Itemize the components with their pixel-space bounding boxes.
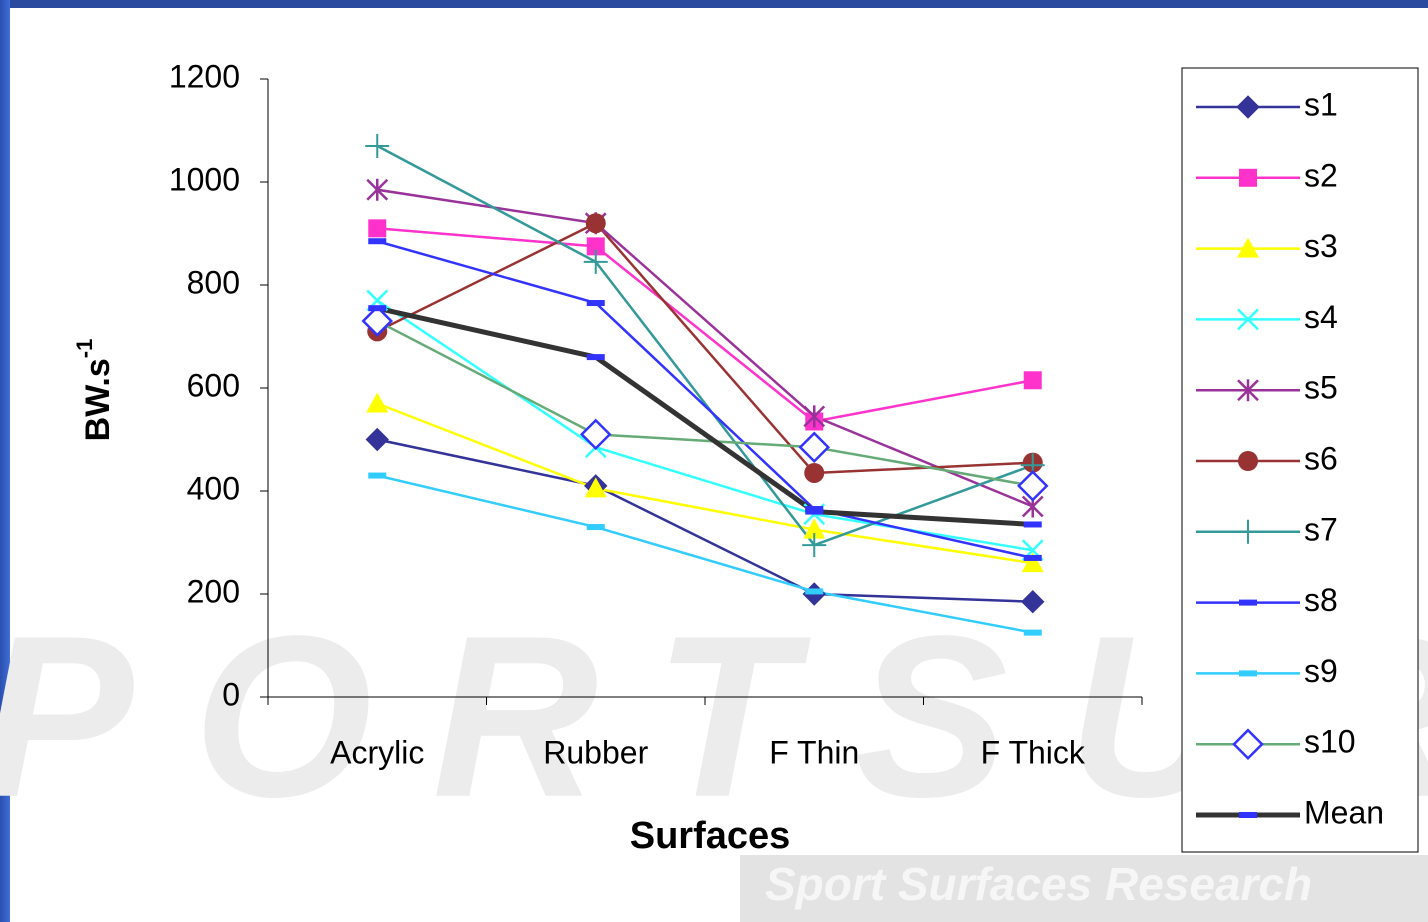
- data-point: [586, 237, 605, 256]
- series-line: [376, 438, 1033, 603]
- legend-label: s8: [1304, 582, 1338, 618]
- data-point: [1023, 371, 1042, 390]
- data-point: [798, 431, 831, 463]
- y-tick-label: 0: [222, 676, 240, 712]
- data-point: [579, 418, 612, 451]
- y-tick-label: 200: [187, 573, 240, 609]
- data-point: [366, 392, 389, 413]
- series-line: [376, 319, 1033, 488]
- data-point: [1021, 552, 1044, 573]
- legend-marker: [1237, 308, 1259, 331]
- data-point: [368, 305, 387, 312]
- legend-label: s9: [1304, 653, 1338, 689]
- x-tick-label: Rubber: [543, 734, 648, 770]
- data-point: [803, 405, 826, 428]
- data-point: [366, 178, 389, 201]
- data-point: [365, 427, 389, 452]
- legend-label: s4: [1304, 299, 1338, 335]
- x-axis-label: Surfaces: [630, 815, 791, 857]
- legend-label: s6: [1304, 440, 1338, 476]
- series-line: [376, 402, 1033, 565]
- y-tick-label: 600: [187, 367, 240, 403]
- legend-marker: [1237, 237, 1259, 258]
- legend-label: s3: [1304, 228, 1338, 264]
- legend-marker: [1239, 812, 1257, 818]
- data-point: [584, 477, 607, 498]
- legend-marker: [1236, 519, 1260, 544]
- data-point: [361, 305, 394, 337]
- y-axis-label: BW.s-1: [72, 339, 117, 442]
- data-point: [368, 472, 387, 479]
- data-point: [1023, 521, 1042, 528]
- watermark-subtitle: Sport Surfaces Research: [765, 858, 1312, 910]
- left-band: [0, 0, 10, 922]
- legend-label: s7: [1304, 511, 1338, 547]
- x-tick-label: F Thin: [769, 734, 859, 770]
- y-tick-label: 400: [187, 470, 240, 506]
- data-point: [586, 300, 605, 307]
- y-tick-label: 1000: [169, 161, 240, 197]
- legend-label: s1: [1304, 86, 1338, 122]
- data-point: [1023, 629, 1042, 636]
- legend-marker: [1236, 95, 1260, 119]
- x-tick-label: F Thick: [981, 734, 1086, 770]
- series-line: [376, 144, 1034, 547]
- data-point: [365, 133, 390, 158]
- data-point: [368, 219, 387, 238]
- plot: 0 200 400 600 800 1000 1200 Acrylic Rubber F Thin…: [169, 58, 1143, 770]
- legend-label: s5: [1304, 370, 1338, 406]
- series-line: [377, 188, 1034, 508]
- series-line: [376, 305, 1033, 527]
- data-point: [804, 462, 825, 483]
- top-band: [0, 0, 1428, 8]
- data-point: [368, 238, 387, 245]
- data-point: [802, 533, 827, 558]
- data-point: [805, 508, 824, 515]
- data-point: [1021, 590, 1045, 614]
- series-line: [376, 221, 1033, 475]
- legend: s1 s2 s3 s4 s5 s6 s7 s8 s9 s10 Mean: [1196, 86, 1384, 830]
- data-point: [586, 524, 605, 531]
- legend-marker: [1239, 670, 1257, 677]
- legend-label: Mean: [1304, 794, 1384, 830]
- legend-label: s2: [1304, 157, 1338, 193]
- watermark-band: [740, 855, 1428, 922]
- y-tick-label: 1200: [169, 58, 240, 94]
- y-tick-label: 800: [187, 264, 240, 300]
- data-point: [805, 588, 824, 595]
- y-axis-label-main: BW.s: [79, 358, 117, 441]
- data-point: [586, 354, 605, 361]
- legend-marker: [1239, 168, 1257, 187]
- series-line: [377, 227, 1033, 423]
- data-point: [1023, 554, 1042, 561]
- series-line: [376, 299, 1033, 552]
- series-line: [376, 474, 1033, 634]
- legend-label: s10: [1304, 724, 1356, 760]
- series-line: [376, 240, 1034, 560]
- legend-marker: [1239, 599, 1257, 606]
- legend-marker: [1238, 451, 1258, 471]
- data-point: [1016, 470, 1049, 502]
- data-point: [585, 213, 606, 234]
- y-axis-label-sup: -1: [72, 339, 97, 359]
- legend-marker: [1232, 728, 1264, 760]
- data-point: [803, 518, 826, 539]
- x-tick-label: Acrylic: [330, 734, 424, 770]
- data-point: [583, 249, 608, 274]
- legend-marker: [1237, 379, 1259, 402]
